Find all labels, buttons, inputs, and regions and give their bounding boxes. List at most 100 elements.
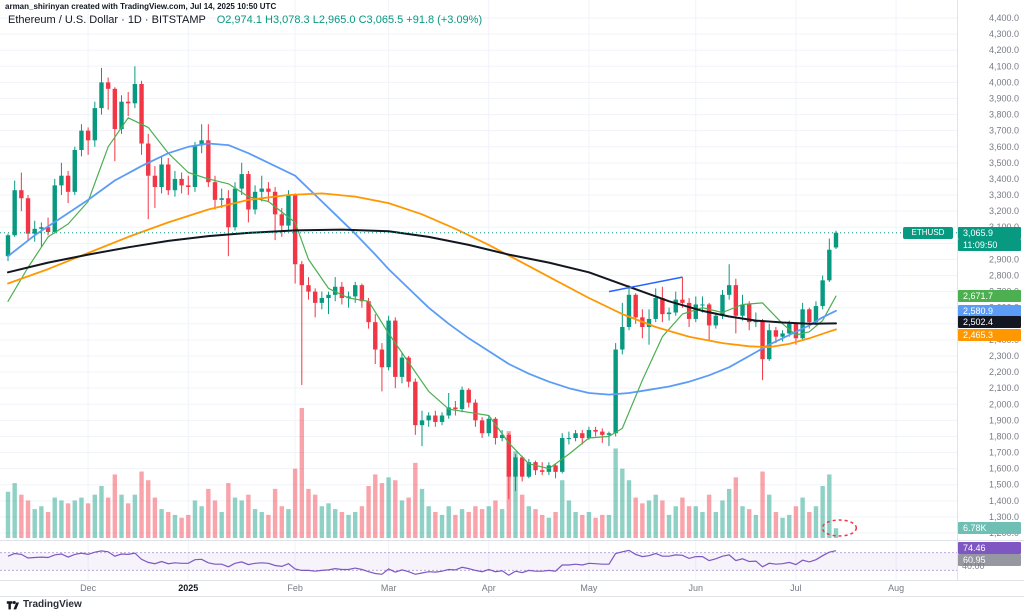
candle-body <box>45 227 51 233</box>
candle-body <box>206 140 211 183</box>
price-axis-label: 2,100.0 <box>989 383 1019 393</box>
candle-body <box>226 198 231 228</box>
candle-body <box>740 304 745 316</box>
volume-bar <box>386 477 391 538</box>
volume-bar <box>146 480 151 538</box>
time-axis-label: Feb <box>287 583 303 593</box>
candle-body <box>519 457 525 477</box>
price-axis-label: 4,100.0 <box>989 61 1019 71</box>
price-axis-label: 3,500.0 <box>989 158 1019 168</box>
volume-bar <box>653 494 658 538</box>
candle-body <box>499 434 505 439</box>
volume-bar <box>760 471 765 538</box>
price-axis-label: 3,600.0 <box>989 142 1019 152</box>
candle-body <box>413 381 418 426</box>
candle-body <box>787 323 792 334</box>
volume-bar <box>686 506 692 538</box>
candle-body <box>533 462 538 471</box>
candle-body <box>600 431 605 435</box>
symbol-title[interactable]: Ethereum / U.S. Dollar · 1D · BITSTAMP <box>8 14 206 26</box>
candle-body <box>246 174 251 210</box>
volume-bar <box>753 514 759 538</box>
candle-body <box>453 407 458 410</box>
price-axis-label: 4,200.0 <box>989 45 1019 55</box>
candle-body <box>419 420 425 426</box>
volume-bar <box>513 451 518 538</box>
volume-bar <box>426 506 431 538</box>
volume-bar <box>179 517 184 538</box>
candle-body <box>146 143 151 176</box>
candle-body <box>526 462 532 477</box>
price-axis-label: 2,400.0 <box>989 335 1019 345</box>
candle-body <box>439 415 445 422</box>
chart-canvas[interactable]: 1,200.0 1,300.0 1,400.0 1,500.0 1,600.0 1,700… <box>0 0 1024 596</box>
volume-bar <box>493 500 498 538</box>
candle-body <box>706 304 712 326</box>
candle-body <box>312 291 318 303</box>
volume-bar <box>286 509 291 538</box>
candle-body <box>39 227 44 229</box>
candle-body <box>159 164 164 187</box>
trendline-annotation[interactable] <box>608 276 683 293</box>
volume-bar <box>646 500 652 538</box>
rsi-pane <box>0 549 957 576</box>
candle-body <box>99 82 104 109</box>
time-axis-labels[interactable]: Dec 2025 Feb Mar Apr May Jun Jul Aug <box>80 583 904 593</box>
volume-bar <box>272 488 278 538</box>
volume-bar <box>787 514 792 538</box>
volume-bar <box>99 486 104 538</box>
volume-bar <box>533 509 538 538</box>
volume-bar <box>553 512 558 538</box>
volume-bar <box>366 486 371 538</box>
candle-body <box>272 191 278 215</box>
price-axis-labels[interactable]: 1,200.0 1,300.0 1,400.0 1,500.0 1,600.0 1,700… <box>989 13 1019 538</box>
volume-bar <box>232 497 238 538</box>
volume-bar <box>19 494 24 538</box>
price-axis-label: 2,600.0 <box>989 303 1019 313</box>
volume-bar <box>600 514 605 538</box>
ellipse-annotation[interactable] <box>821 519 858 537</box>
candle-body <box>192 145 198 187</box>
price-axis-label: 2,900.0 <box>989 254 1019 264</box>
volume-bar <box>453 514 458 538</box>
volume-bar <box>39 506 44 538</box>
candle-body <box>586 430 592 439</box>
candle-body <box>613 349 618 434</box>
footer-bar: TradingView <box>0 596 1024 611</box>
volume-bar <box>65 503 71 538</box>
candle-body <box>386 320 391 368</box>
candle-body <box>807 309 812 323</box>
candle-body <box>693 304 698 319</box>
candle-body <box>513 457 518 477</box>
tradingview-logo-icon[interactable] <box>6 598 19 611</box>
volume-bar <box>640 503 645 538</box>
candle-body <box>539 470 545 472</box>
tradingview-brand-text[interactable]: TradingView <box>23 598 82 610</box>
volume-bar <box>473 506 478 538</box>
candle-body <box>105 82 111 89</box>
volume-bar <box>606 514 612 538</box>
candle-body <box>827 249 832 281</box>
time-axis-label: Dec <box>80 583 97 593</box>
volume-bar <box>773 512 779 538</box>
candle-body <box>686 302 692 319</box>
volume-bar <box>252 509 258 538</box>
candle-body <box>212 182 218 200</box>
candle-body <box>179 178 184 186</box>
candle-body <box>633 294 638 318</box>
candle-body <box>286 195 291 226</box>
price-axis-label: 2,200.0 <box>989 367 1019 377</box>
ma-50-line <box>7 142 837 396</box>
candle-body <box>12 190 17 236</box>
volume-bar <box>105 497 111 538</box>
price-axis-label: 4,000.0 <box>989 77 1019 87</box>
volume-bar <box>746 509 752 538</box>
volume-bar <box>827 474 832 538</box>
volume-bar <box>246 494 251 538</box>
candle-body <box>112 88 118 130</box>
volume-bar <box>219 512 224 538</box>
candle-body <box>119 101 124 130</box>
volume-bar <box>112 474 118 538</box>
candle-body <box>319 298 325 303</box>
